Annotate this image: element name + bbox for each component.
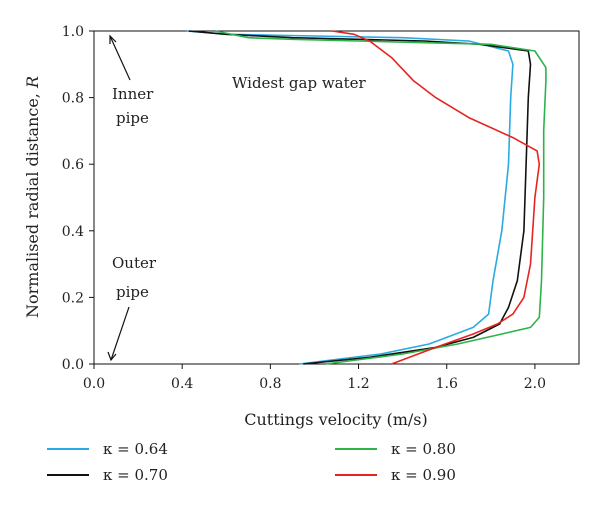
series-line-2 <box>188 30 532 365</box>
x-tick-label: 1.2 <box>347 376 369 392</box>
inner-pipe-label-1: Inner <box>112 85 154 103</box>
outer-pipe-label-2: pipe <box>116 283 149 301</box>
x-axis-label: Cuttings velocity (m/s) <box>244 410 428 429</box>
legend-label-2: κ = 0.70 <box>103 466 168 484</box>
legend: κ = 0.64 κ = 0.70 κ = 0.80 κ = 0.90 <box>47 440 456 484</box>
legend-label-3: κ = 0.80 <box>391 440 456 458</box>
series-layer <box>186 30 547 365</box>
x-tick-label: 0.0 <box>83 376 105 392</box>
y-axis-label-italic: R <box>23 76 42 89</box>
y-axis-label-main: Normalised radial distance, <box>23 88 42 318</box>
y-tick-label: 1.0 <box>62 24 84 40</box>
series-line-1 <box>186 30 514 365</box>
x-tick-label: 0.4 <box>171 376 193 392</box>
inner-pipe-arrow <box>109 34 131 81</box>
y-axis-label: Normalised radial distance, R <box>23 76 42 318</box>
outer-pipe-label-1: Outer <box>112 254 157 272</box>
y-tick-label: 0.4 <box>62 224 84 240</box>
legend-label-1: κ = 0.64 <box>103 440 168 458</box>
y-tick-label: 0.0 <box>62 357 84 373</box>
inner-pipe-label-2: pipe <box>116 109 149 127</box>
y-tick-label: 0.6 <box>62 157 84 173</box>
series-line-3 <box>215 30 547 365</box>
x-tick-label: 0.8 <box>259 376 281 392</box>
y-tick-label: 0.2 <box>62 290 84 306</box>
x-tick-label: 1.6 <box>436 376 458 392</box>
outer-pipe-arrow <box>107 306 130 362</box>
annotation: Widest gap water <box>232 74 367 92</box>
series-line-4 <box>331 30 541 365</box>
legend-label-4: κ = 0.90 <box>391 466 456 484</box>
y-tick-label: 0.8 <box>62 91 84 107</box>
axis-ticks: 0.0 0.4 0.8 1.2 1.6 2.0 0.0 0.2 0.4 0.6 0.8 1.0 <box>62 24 546 392</box>
x-tick-label: 2.0 <box>524 376 546 392</box>
